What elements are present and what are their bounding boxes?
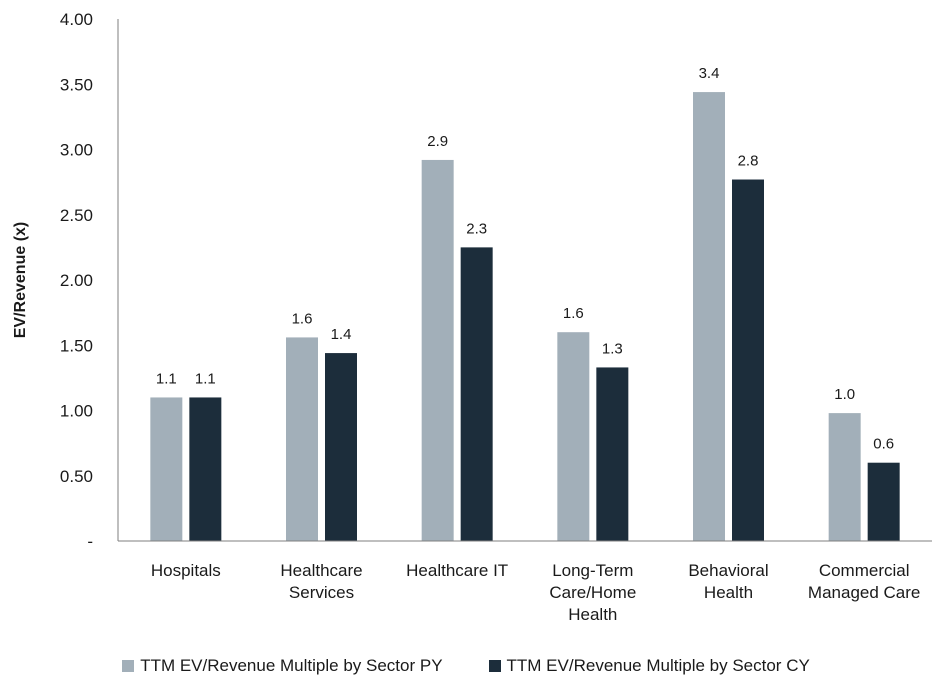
data-label: 1.1: [156, 370, 177, 387]
y-tick-label: 4.00: [60, 10, 93, 29]
data-label: 2.8: [738, 153, 759, 170]
category-label: Healthcare: [280, 561, 362, 580]
bar: [867, 462, 900, 541]
x-axis-categories: Hospitals Healthcare Services Healthcare IT…: [151, 561, 921, 624]
data-labels: 1.1 1.1 1.6 1.4 2.9 2.3 1.6 1.3 3.4 2.8 1.0 0.6: [156, 65, 894, 453]
ev-revenue-bar-chart: -0.501.001.502.002.503.003.504.00 1.1 1.1…: [12, 10, 932, 624]
data-label: 2.3: [466, 220, 487, 237]
category-label: Health: [704, 583, 753, 602]
bar: [189, 397, 222, 541]
data-label: 1.0: [834, 386, 855, 403]
category-label: Healthcare IT: [406, 561, 508, 580]
legend-swatch-cy: [488, 660, 501, 672]
data-label: 1.6: [292, 310, 313, 327]
legend-swatch-py: [122, 660, 135, 672]
y-tick-label: 2.00: [60, 271, 93, 290]
bar: [421, 159, 454, 541]
bar: [557, 332, 590, 541]
legend-label-py: TTM EV/Revenue Multiple by Sector PY: [140, 656, 443, 675]
legend-label-cy: TTM EV/Revenue Multiple by Sector CY: [506, 656, 810, 675]
bars: [150, 92, 900, 541]
data-label: 3.4: [699, 65, 720, 82]
y-tick-label: 2.50: [60, 206, 93, 225]
category-label: Long-Term: [552, 561, 633, 580]
bar: [286, 337, 318, 541]
data-label: 1.4: [331, 326, 352, 343]
category-label: Care/Home: [549, 583, 636, 602]
legend-item-py: TTM EV/Revenue Multiple by Sector PY: [122, 656, 443, 676]
y-tick-label: 0.50: [60, 467, 93, 486]
y-tick-label: 3.00: [60, 141, 93, 160]
category-label: Commercial: [819, 561, 910, 580]
bar: [150, 397, 183, 541]
bar: [596, 367, 629, 541]
bar: [732, 179, 764, 541]
bar: [325, 353, 357, 541]
y-tick-label: 1.50: [60, 336, 93, 355]
category-label: Behavioral: [688, 561, 768, 580]
data-label: 1.1: [195, 370, 216, 387]
y-tick-label: 1.00: [60, 402, 93, 421]
legend: TTM EV/Revenue Multiple by Sector PY TTM…: [0, 656, 932, 676]
y-axis-label: EV/Revenue (x): [12, 222, 29, 338]
y-tick-label: 3.50: [60, 75, 93, 94]
data-label: 0.6: [873, 436, 894, 453]
category-label: Managed Care: [808, 583, 920, 602]
y-axis-ticks: - 0.50 1.00 1.50 2.00 2.50 3.00 3.50 4.00: [60, 10, 93, 551]
y-tick-label: -: [87, 532, 93, 551]
category-label: Services: [289, 583, 354, 602]
category-label: Health: [568, 605, 617, 624]
data-label: 1.6: [563, 305, 584, 322]
bar: [460, 247, 493, 541]
bar: [693, 92, 725, 541]
data-label: 2.9: [427, 133, 448, 150]
category-label: Hospitals: [151, 561, 221, 580]
bar: [828, 413, 861, 541]
data-label: 1.3: [602, 340, 623, 357]
legend-item-cy: TTM EV/Revenue Multiple by Sector CY: [488, 656, 810, 676]
